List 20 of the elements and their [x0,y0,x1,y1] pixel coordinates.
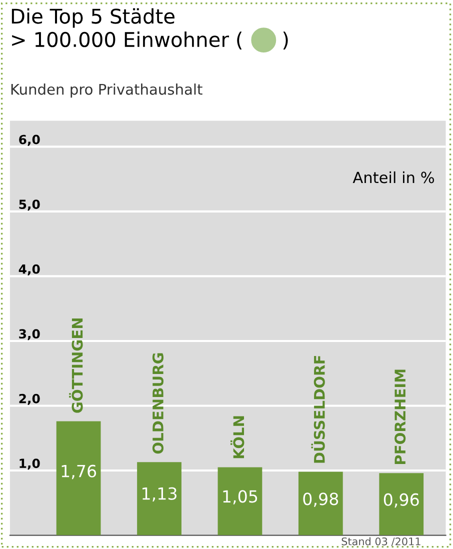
y-tick-label: 1,0 [20,458,40,470]
annotation: Anteil in % [352,171,434,184]
y-tick-label: 4,0 [18,264,40,276]
data-label: 0,96 [384,493,419,508]
data-label: 0,98 [303,492,338,507]
data-label: 1,13 [142,487,176,502]
x-tick-label: KÖLN [230,416,244,458]
x-tick-label: DÜSSELDORF [311,356,325,463]
y-tick-label: 5,0 [19,200,40,211]
text: Stand 03 /2011 [342,537,420,546]
y-tick-label: 2,0 [19,394,40,405]
x-tick-label: GÖTTINGEN [69,318,83,413]
y-tick-label: 3,0 [19,329,40,340]
chart-title: Die Top 5 Städte > 100.000 Einwohner ( ) [12,8,288,50]
chart-subtitle: Kunden pro Privathaushalt [11,84,202,98]
data-label: 1,05 [223,490,258,504]
x-tick-label: OLDENBURG [152,353,164,454]
y-tick-label: 6,0 [19,134,40,146]
x-tick-label: PFORZHEIM [394,370,406,464]
data-label: 1,76 [62,464,96,480]
